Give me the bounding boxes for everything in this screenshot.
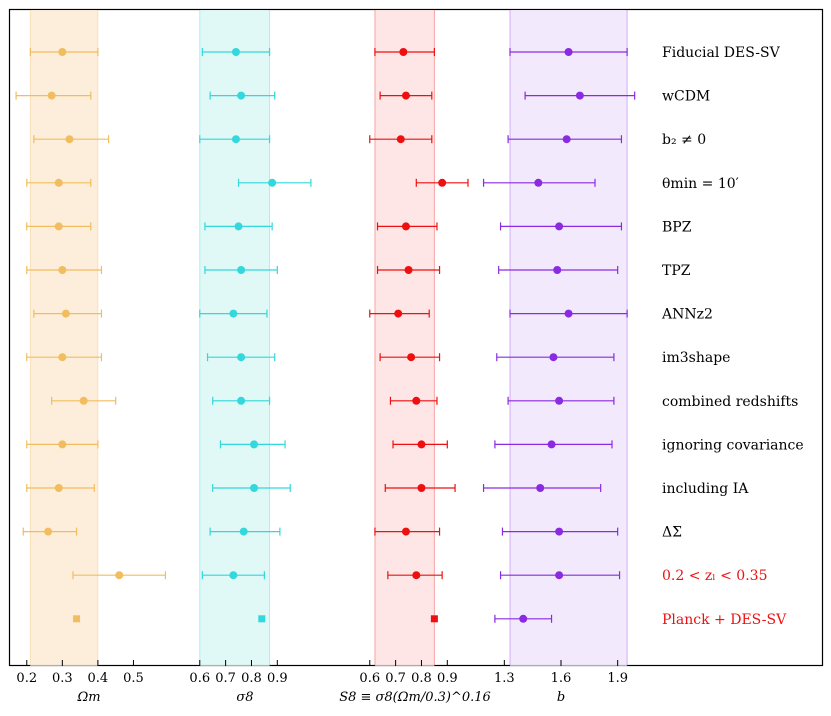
b-point (555, 571, 564, 580)
row-label: ΔΣ (662, 525, 682, 541)
sigma-8-point (229, 571, 238, 580)
s-8-point (430, 615, 438, 623)
sigma-8-point (229, 309, 238, 318)
b-tick-label: 1.9 (607, 671, 628, 686)
row-label: 0.2 < zₗ < 0.35 (662, 568, 767, 584)
row-label: ignoring covariance (662, 437, 804, 453)
sigma-8-point (237, 353, 246, 362)
s-8-point (412, 571, 421, 580)
s-8-point (401, 91, 410, 100)
row-label: Planck + DES-SV (662, 612, 787, 628)
s-8-point (417, 484, 426, 492)
row-label: TPZ (662, 263, 691, 279)
sigma-8-tick-label: 0.7 (215, 671, 236, 686)
b-point (555, 396, 564, 405)
b-point (536, 484, 545, 492)
b-point (564, 48, 573, 56)
b-point (547, 440, 556, 449)
omega-m-tick-label: 0.4 (88, 671, 109, 686)
sigma-8-point (258, 615, 266, 623)
sigma-8-tick-label: 0.9 (267, 671, 288, 686)
sigma-8-axis-label: σ8 (236, 690, 253, 705)
sigma-8-point (234, 222, 243, 231)
x-axes: 0.2 0.3 0.4 0.5 Ωm 0.6 0.7 0.8 0.9 σ8 0.6 0.7 0.8 0.9… (16, 660, 628, 705)
b-tick-label: 1.6 (551, 671, 572, 686)
omega-m-band (30, 10, 98, 666)
sigma-8-tick-label: 0.8 (241, 671, 262, 686)
sigma-8-point (237, 396, 246, 405)
omega-m-point (47, 91, 56, 100)
row-label: θmin = 10′ (662, 176, 739, 192)
sigma-8-band (199, 10, 270, 666)
s-8-point (401, 527, 410, 536)
s-8-axis-label: S8 ≡ σ8(Ωm/0.3)^0.16 (339, 690, 491, 705)
sigma-8-point (250, 484, 259, 492)
omega-m-point (54, 484, 63, 492)
sigma-8-point (250, 440, 259, 449)
b-point (562, 135, 571, 144)
sigma-8-point (268, 178, 277, 187)
omega-m-tick-label: 0.2 (16, 671, 37, 686)
s-8-point (399, 48, 408, 56)
b-point (575, 91, 584, 100)
b-band (510, 10, 628, 666)
omega-m-point (58, 353, 67, 362)
omega-m-point (58, 266, 67, 274)
row-label: BPZ (662, 219, 692, 235)
row-label: combined redshifts (662, 394, 798, 410)
s-8-point (407, 353, 416, 362)
s-8-point (401, 222, 410, 231)
s-8-point (412, 396, 421, 405)
b-point (549, 353, 558, 362)
omega-m-tick-label: 0.5 (123, 671, 144, 686)
sigma-8-point (237, 91, 246, 100)
omega-m-point (65, 135, 74, 144)
b-point (553, 266, 562, 274)
sigma-8-point (231, 135, 240, 144)
row-label: im3shape (662, 350, 730, 366)
omega-m-point (115, 571, 124, 580)
omega-m-point (44, 527, 53, 536)
row-labels: Fiducial DES-SV wCDM b₂ ≠ 0 θmin = 10′ BPZ TP… (661, 45, 804, 628)
row-label: Fiducial DES-SV (662, 45, 781, 61)
s-8-tick-label: 0.7 (385, 671, 406, 686)
row-label: b₂ ≠ 0 (662, 132, 706, 148)
s-8-tick-label: 0.6 (359, 671, 380, 686)
sigma-8-tick-label: 0.6 (189, 671, 210, 686)
omega-m-point (79, 396, 88, 405)
row-label: including IA (662, 481, 749, 497)
omega-m-point (58, 440, 67, 449)
row-label: wCDM (662, 89, 710, 105)
sigma-8-point (237, 266, 246, 274)
sigma-8-point (231, 48, 240, 56)
b-tick-label: 1.3 (494, 671, 515, 686)
s-8-point (404, 266, 413, 274)
s-8-band (374, 10, 435, 666)
s-8-point (417, 440, 426, 449)
row-label: ANNz2 (661, 307, 713, 323)
omega-m-point (54, 178, 63, 187)
omega-m-point (54, 222, 63, 231)
s-8-point (438, 178, 447, 187)
omega-m-axis-label: Ωm (76, 690, 100, 705)
b-point (564, 309, 573, 318)
confidence-bands (29, 10, 628, 666)
s-8-tick-label: 0.8 (411, 671, 432, 686)
b-point (534, 178, 543, 187)
b-point (555, 527, 564, 536)
b-point (519, 614, 528, 623)
b-point (555, 222, 564, 231)
sigma-8-point (239, 527, 248, 536)
omega-m-point (61, 309, 70, 318)
s-8-point (396, 135, 405, 144)
data-marks (15, 48, 636, 623)
omega-m-point (73, 615, 81, 623)
s-8-tick-label: 0.9 (437, 671, 458, 686)
omega-m-tick-label: 0.3 (52, 671, 73, 686)
omega-m-point (58, 48, 67, 56)
s-8-point (394, 309, 403, 318)
b-axis-label: b (557, 690, 565, 705)
